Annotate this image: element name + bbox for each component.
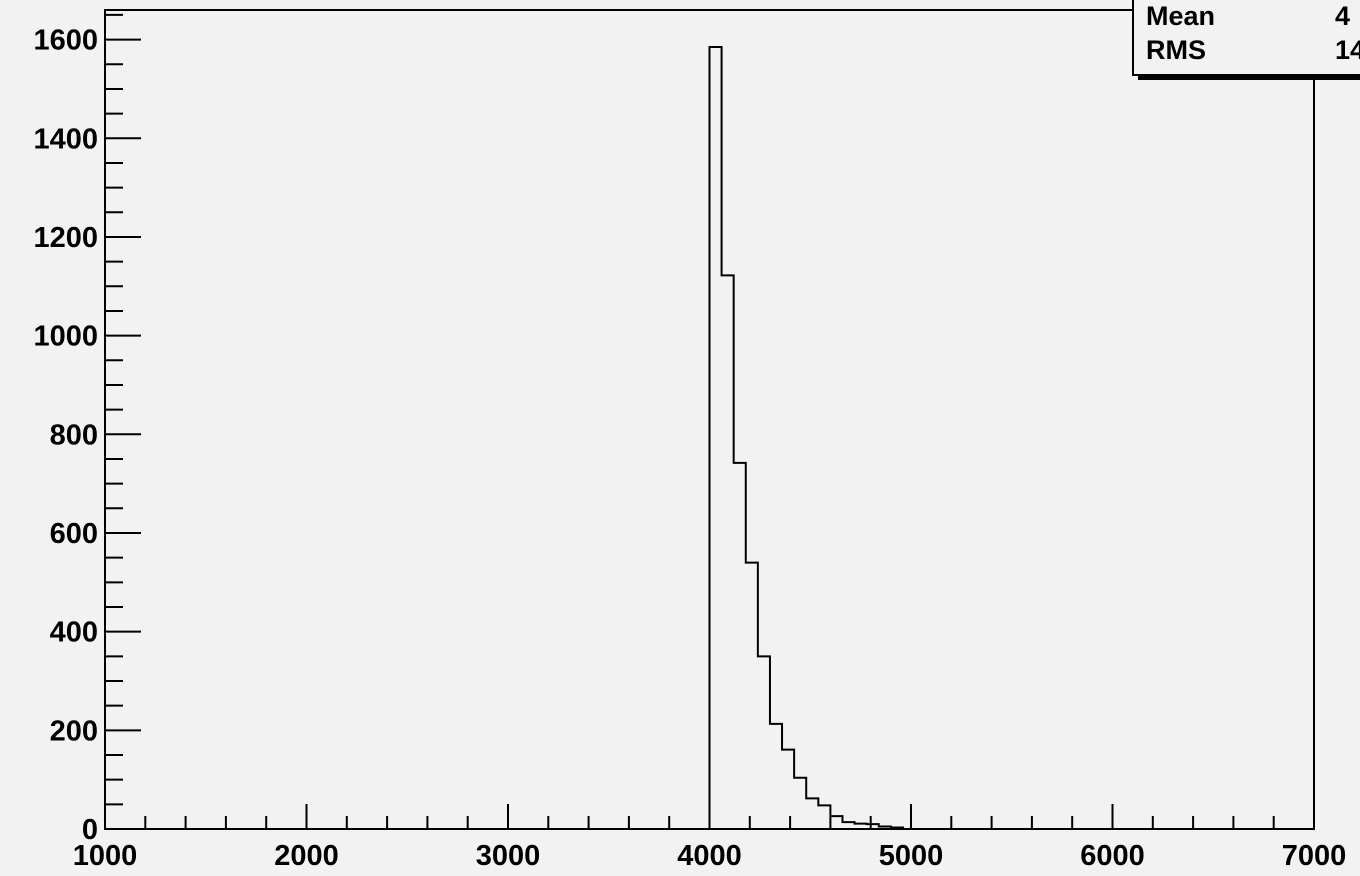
y-tick-label: 1400 <box>33 123 98 155</box>
stats-rms-value: 14 <box>1335 35 1360 65</box>
stats-box-frame <box>1132 0 1360 76</box>
histogram-bin <box>710 47 722 829</box>
x-tick-label: 3000 <box>476 840 541 871</box>
histogram-outline <box>708 46 904 829</box>
stats-mean-label: Mean <box>1146 1 1215 31</box>
histogram-bin <box>830 816 842 829</box>
histogram-bin <box>794 778 806 829</box>
x-tick-label: 7000 <box>1282 840 1347 871</box>
stats-rms-label: RMS <box>1146 35 1206 65</box>
histogram-bin <box>782 750 794 829</box>
axes-layer: 0 200 400 600 800 1000 1200 1400 1600 1000 2000 300… <box>33 9 1347 872</box>
y-tick-label: 1600 <box>33 25 98 57</box>
y-tick-label: 1000 <box>33 321 98 353</box>
y-tick-label: 800 <box>50 419 98 451</box>
histogram-bin <box>806 798 818 829</box>
histogram-bin <box>842 822 854 829</box>
y-tick-label: 1200 <box>33 222 98 254</box>
histogram-bin <box>734 463 746 829</box>
y-tick-label: 600 <box>50 518 98 550</box>
y-tick-label: 200 <box>50 715 98 747</box>
x-tick-label: 4000 <box>677 840 742 871</box>
histogram-bin <box>758 656 770 829</box>
histogram-bin <box>818 805 830 829</box>
stats-mean-value: 4 <box>1335 1 1350 31</box>
y-tick-label: 400 <box>50 617 98 649</box>
x-tick-label: 5000 <box>879 840 944 871</box>
histogram-bin <box>746 563 758 829</box>
x-tick-label: 1000 <box>73 840 138 871</box>
x-tick-label: 6000 <box>1080 840 1145 871</box>
histogram-layer <box>708 46 904 829</box>
histogram-bin <box>770 724 782 829</box>
stats-box: Mean 4 RMS 14 <box>1132 0 1360 80</box>
y-tick-label: 0 <box>82 814 98 846</box>
x-tick-label: 2000 <box>274 840 339 871</box>
histogram-bin <box>722 275 734 829</box>
